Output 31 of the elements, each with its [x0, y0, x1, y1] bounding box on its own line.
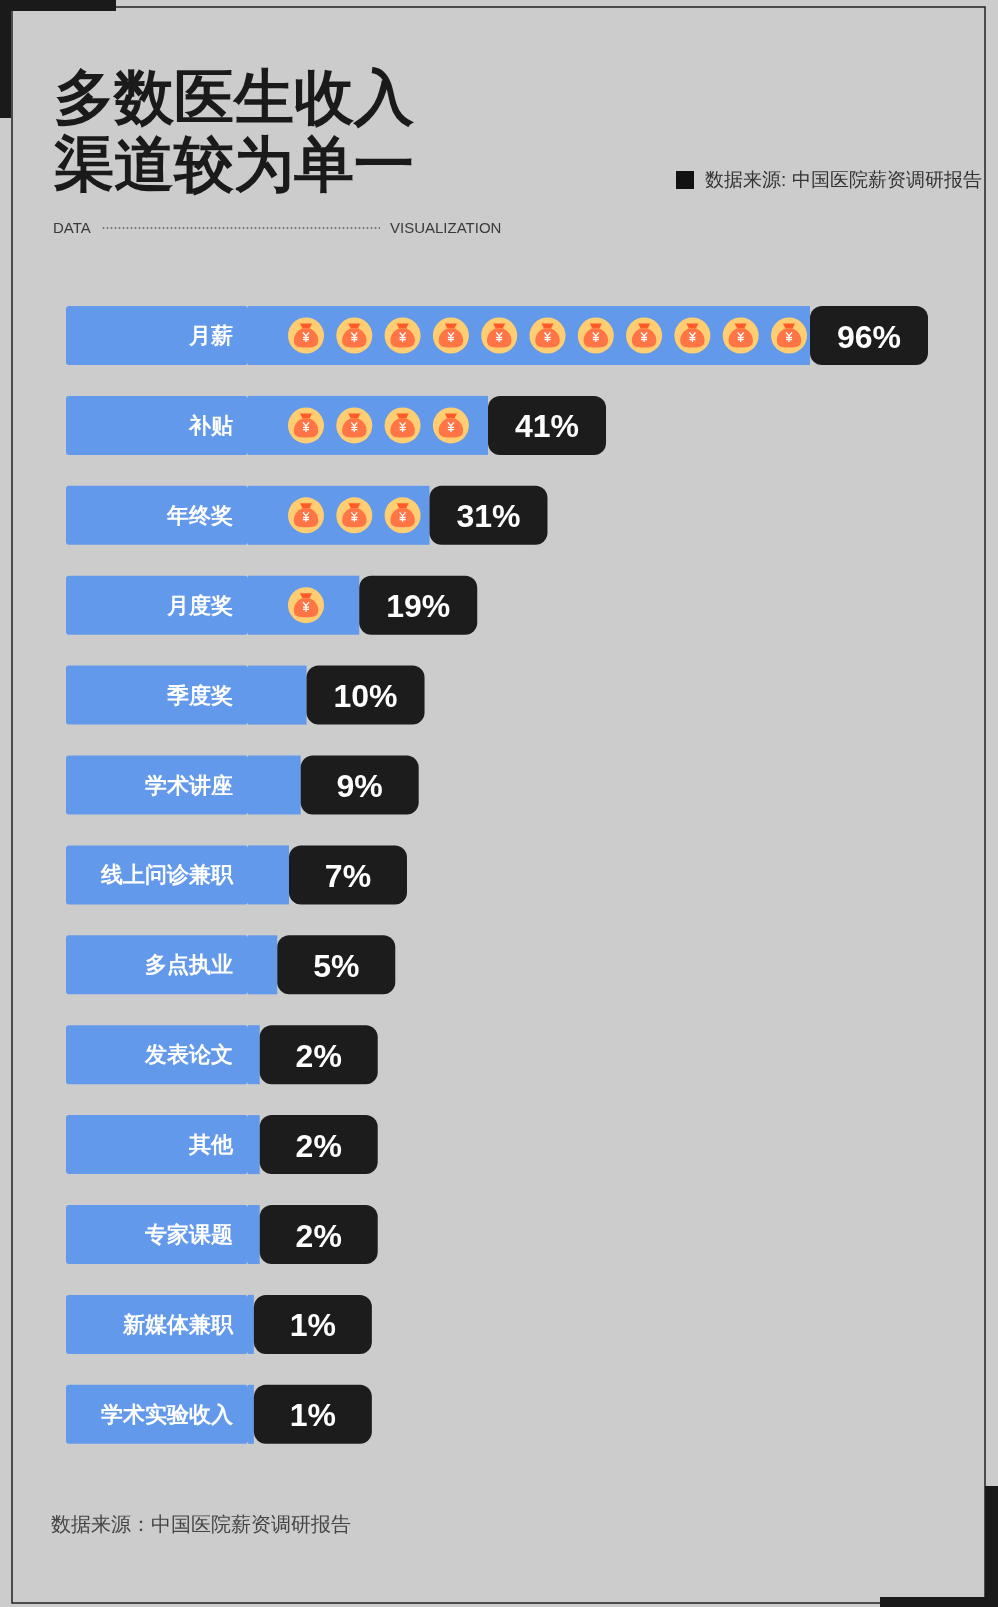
category-label: 线上问诊兼职 [101, 862, 233, 888]
title: 多数医生收入渠道较为单一 [54, 64, 414, 198]
category-label: 学术讲座 [145, 772, 233, 798]
data-label-text: 7% [324, 857, 372, 894]
data-label-text: 5% [313, 947, 360, 984]
category-label: 学术实验收入 [101, 1401, 233, 1427]
category-label: 年终奖 [167, 502, 233, 528]
data-label-text: 41% [515, 408, 580, 445]
data-label-text: 2% [295, 1127, 342, 1164]
annotation: VISUALIZATION [390, 219, 502, 236]
category-label: 月薪 [189, 323, 233, 348]
category-label: 月度奖 [167, 592, 233, 618]
category-label: 其他 [189, 1132, 233, 1158]
category-label: 季度奖 [167, 682, 233, 708]
category-label: 补贴 [189, 412, 233, 438]
data-label-text: 2% [295, 1037, 342, 1074]
annotation: 数据来源: 中国医院薪资调研报告 [705, 169, 982, 190]
category-label: 多点执业 [145, 952, 233, 978]
data-label-text: 9% [336, 768, 383, 804]
data-label-text: 1% [289, 1397, 336, 1434]
category-label: 新媒体兼职 [123, 1311, 233, 1337]
data-label-text: 1% [289, 1307, 336, 1344]
data-label-text: 10% [333, 678, 398, 715]
category-label: 发表论文 [145, 1042, 233, 1068]
annotation: DATA [53, 219, 91, 236]
data-label-text: 96% [837, 318, 901, 355]
annotation: 数据来源：中国医院薪资调研报告 [51, 1513, 351, 1535]
category-label: 专家课题 [145, 1222, 233, 1247]
data-label-text: 19% [386, 588, 451, 625]
data-label-text: 31% [456, 498, 521, 535]
data-label-text: 2% [295, 1217, 342, 1254]
